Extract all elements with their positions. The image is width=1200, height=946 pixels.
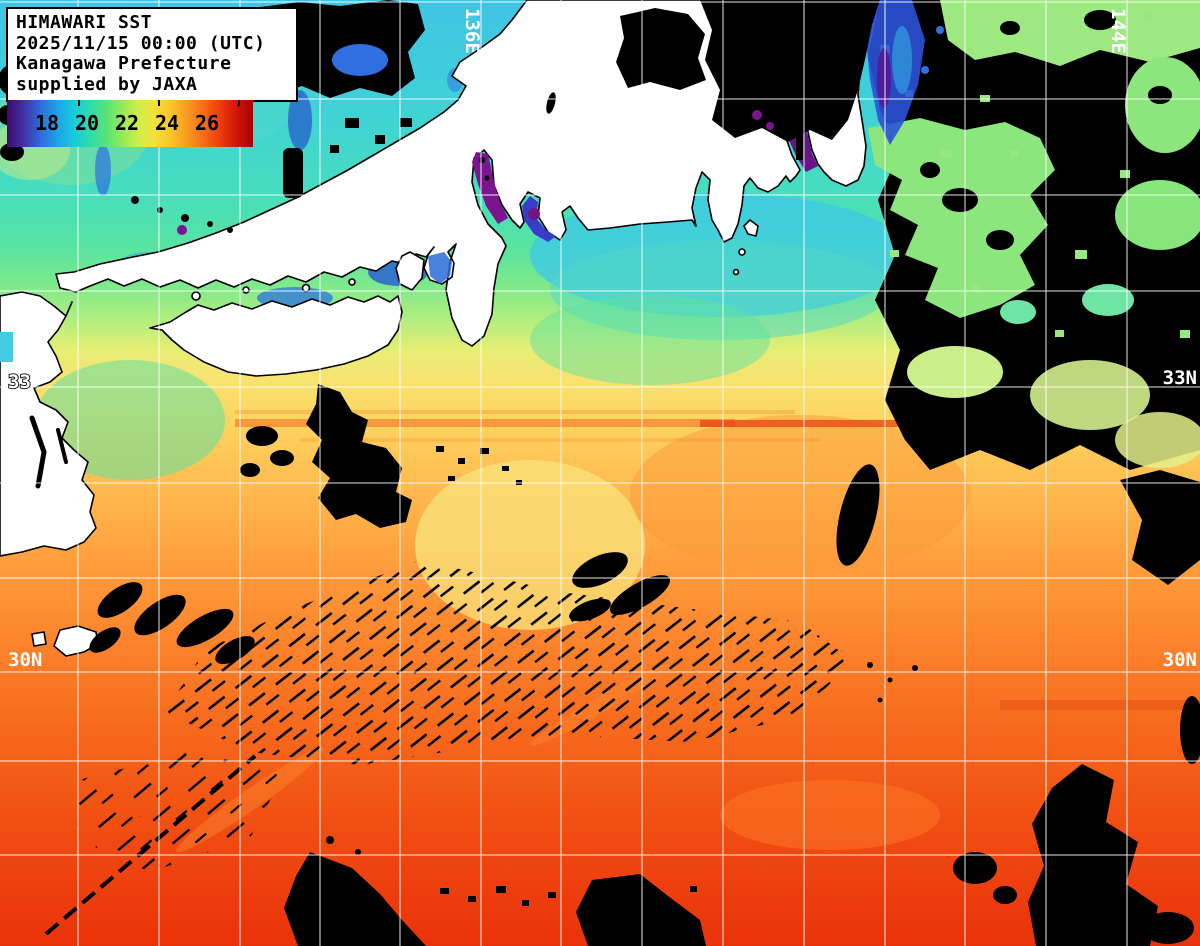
title-product: HIMAWARI SST [16, 12, 153, 33]
title-datetime: 2025/11/15 00:00 (UTC) [16, 32, 266, 54]
lat-label-30n-left: 30N [8, 649, 42, 671]
lat-label-30n-right: 30N [1163, 649, 1197, 671]
land-shikoku [149, 295, 403, 377]
lake-biwa [546, 92, 556, 114]
colorbar-tick [158, 100, 160, 106]
cloud-streaks [44, 560, 852, 936]
cloud-field-northeast [866, 0, 1200, 470]
colorbar-tick [238, 100, 240, 106]
colorbar-label-22: 22 [114, 111, 140, 135]
colorbar-gradient [7, 100, 253, 147]
colorbar-label-18: 18 [34, 111, 60, 135]
title-source: supplied by JAXA [16, 73, 198, 95]
land-details [0, 92, 556, 489]
colorbar-label-26: 26 [194, 111, 220, 135]
grid-labels: 136E 144E 33N 30N 33 30N [7, 8, 1197, 671]
title-box: HIMAWARI SST 2025/11/15 00:00 (UTC) Kana… [6, 7, 298, 102]
lat-label-33n-right: 33N [1163, 367, 1197, 389]
colorbar-label-24: 24 [154, 111, 180, 135]
lon-label-136e: 136E [461, 8, 483, 54]
colorbar-label-20: 20 [74, 111, 100, 135]
lat-label-33-left: 33 [8, 371, 31, 393]
colorbar: 18 20 22 24 26 [7, 100, 253, 147]
colorbar-tick [78, 100, 80, 106]
sst-front-band [235, 410, 965, 442]
title-region: Kanagawa Prefecture [16, 53, 232, 74]
lon-label-144e: 144E [1107, 8, 1129, 54]
